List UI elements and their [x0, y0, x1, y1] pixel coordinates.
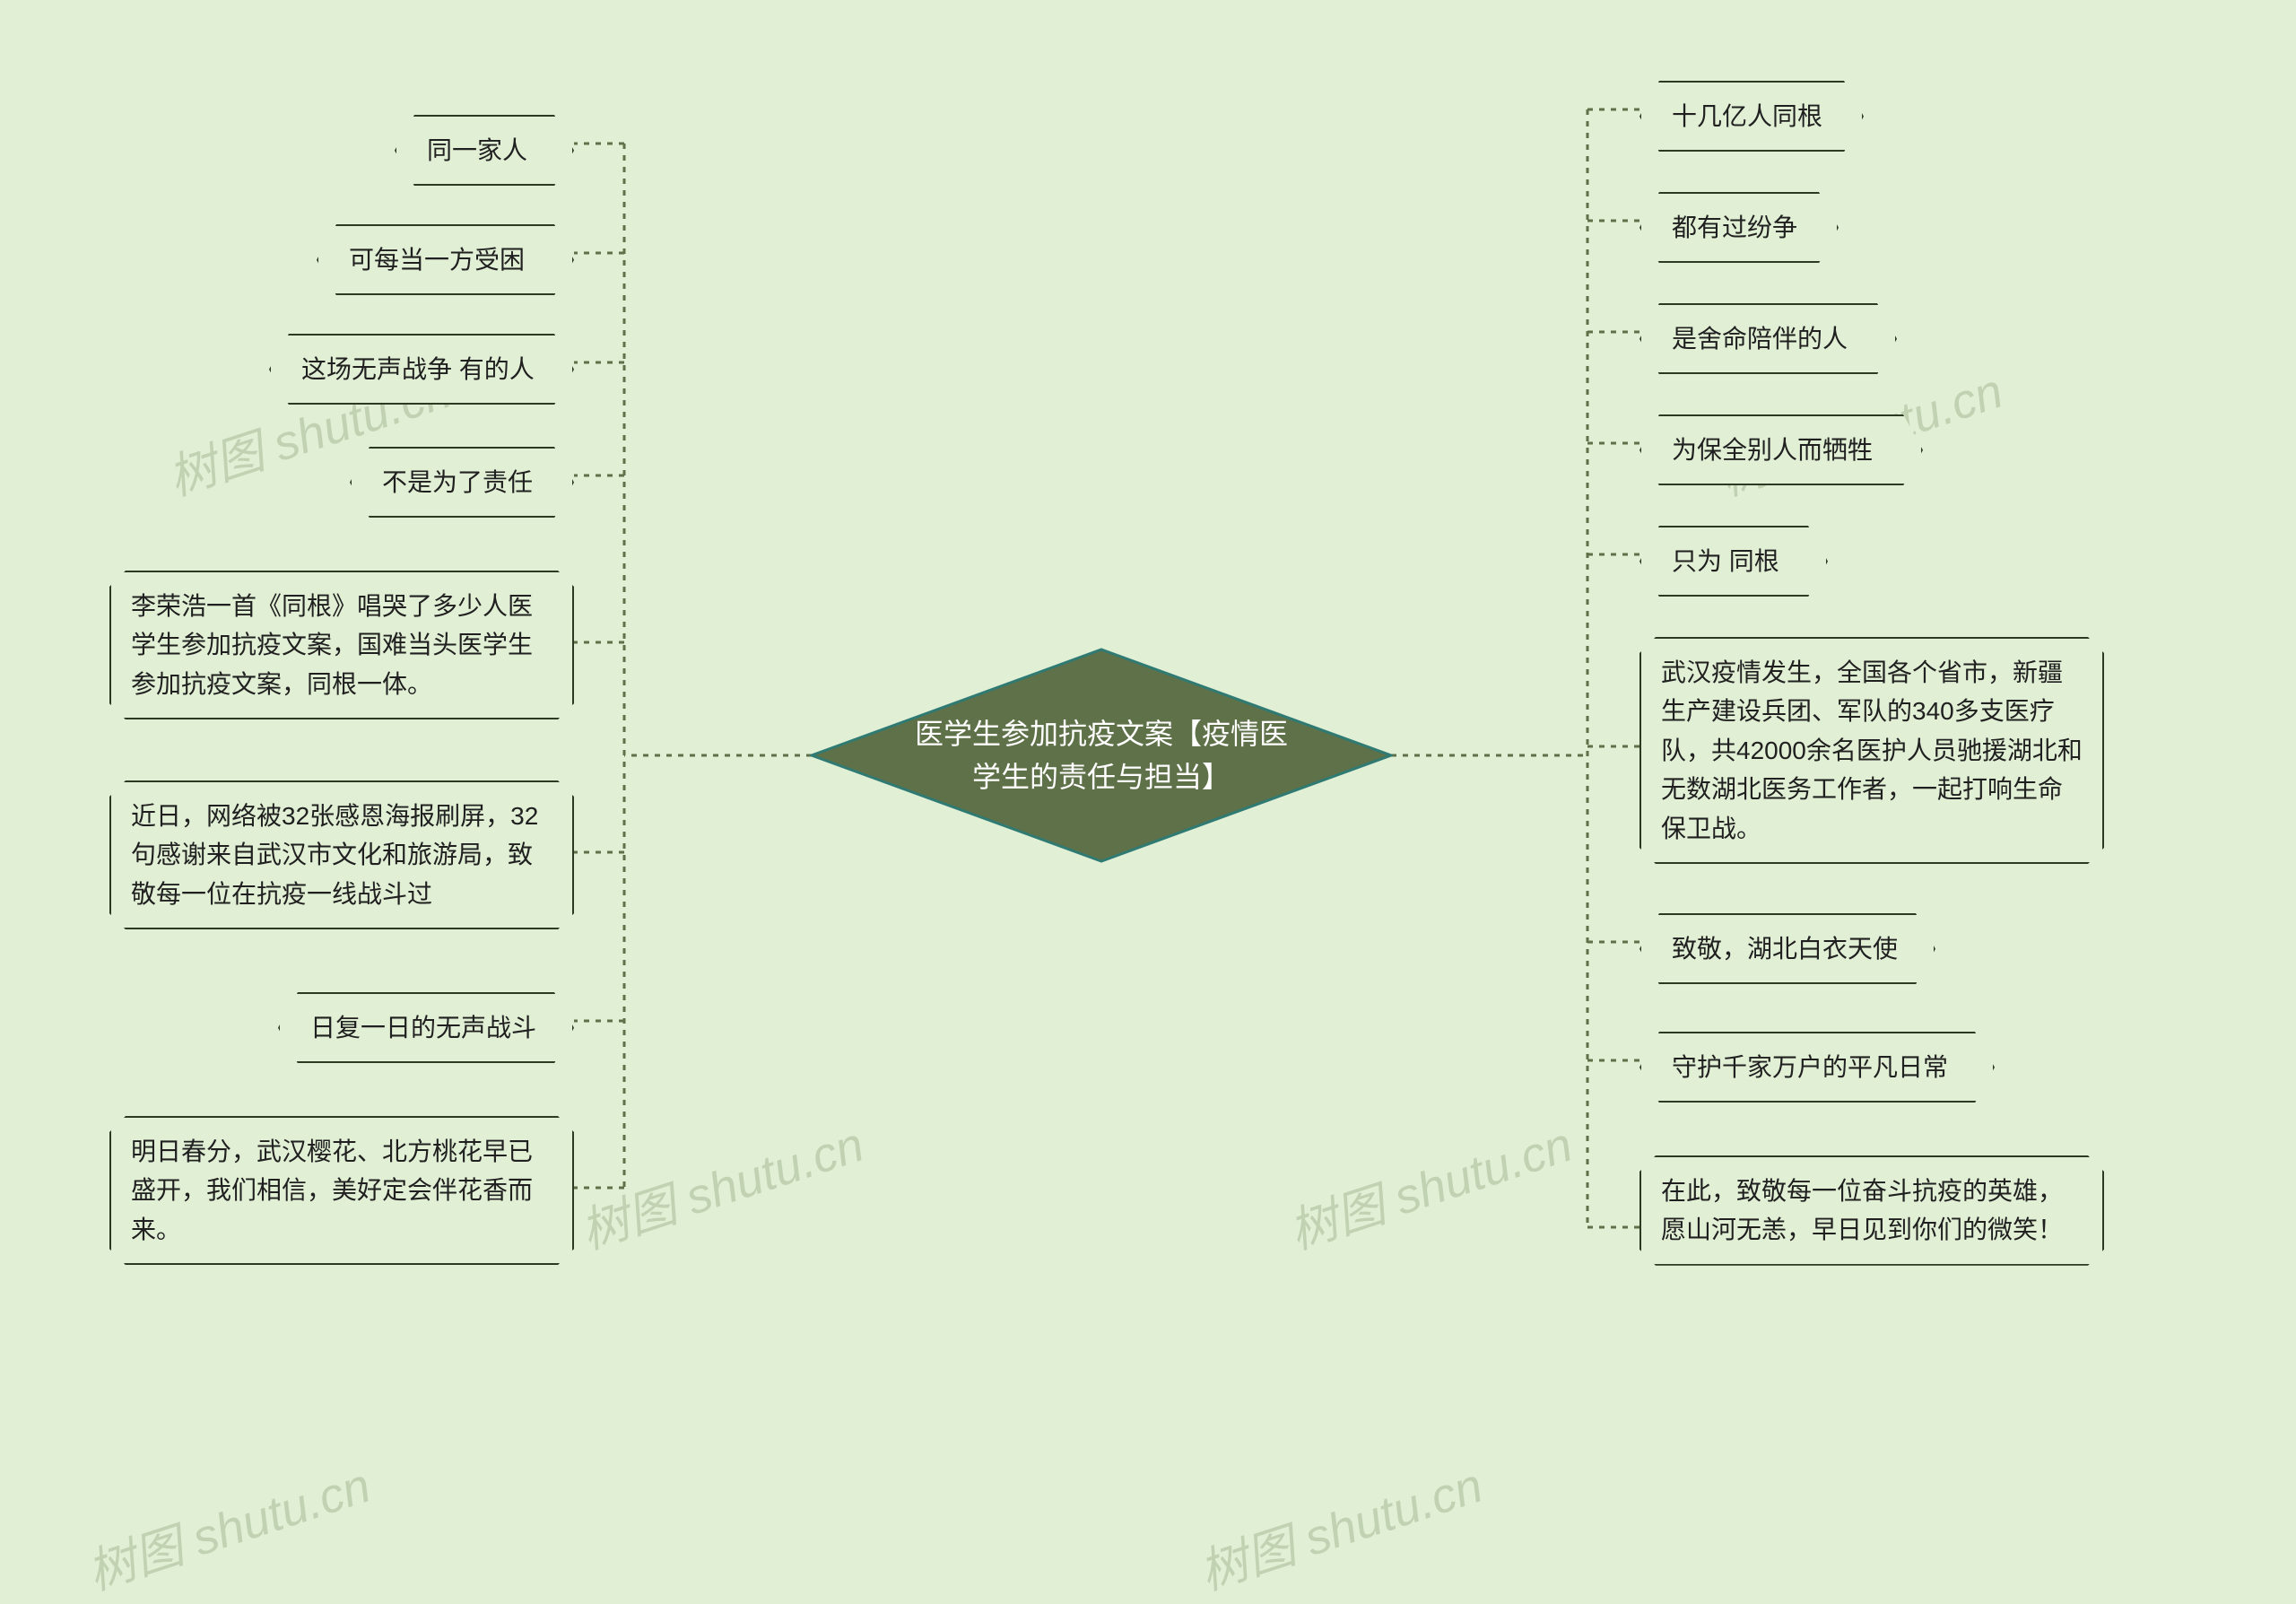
node-text: 明日春分，武汉樱花、北方桃花早已盛开，我们相信，美好定会伴花香而来。 [131, 1138, 533, 1243]
node-text: 可每当一方受困 [349, 246, 525, 274]
node-text: 守护千家万户的平凡日常 [1672, 1053, 1948, 1081]
watermark: 树图 shutu.cn [1279, 1104, 1580, 1262]
node-text: 武汉疫情发生，全国各个省市，新疆生产建设兵团、军队的340多支医疗队，共4200… [1661, 658, 2083, 842]
center-node: 医学生参加抗疫文案【疫情医学生的责任与担当】 [810, 648, 1393, 863]
right-node-9: 在此，致敬每一位奋斗抗疫的英雄，愿山河无恙，早日见到你们的微笑！ [1639, 1155, 2104, 1266]
left-node-2: 可每当一方受困 [317, 224, 574, 295]
left-node-5: 李荣浩一首《同根》唱哭了多少人医学生参加抗疫文案，国难当头医学生参加抗疫文案，同… [109, 571, 574, 719]
left-node-7: 日复一日的无声战斗 [278, 992, 574, 1063]
node-text: 日复一日的无声战斗 [310, 1014, 536, 1042]
node-text: 只为 同根 [1672, 547, 1779, 575]
left-node-4: 不是为了责任 [350, 447, 574, 518]
node-text: 为保全别人而牺牲 [1672, 436, 1873, 464]
right-node-4: 为保全别人而牺牲 [1639, 414, 1923, 485]
right-node-1: 十几亿人同根 [1639, 81, 1864, 152]
left-node-6: 近日，网络被32张感恩海报刷屏，32句感谢来自武汉市文化和旅游局，致敬每一位在抗… [109, 780, 574, 929]
left-node-3: 这场无声战争 有的人 [269, 334, 574, 405]
watermark: 树图 shutu.cn [570, 1104, 872, 1262]
center-title: 医学生参加抗疫文案【疫情医学生的责任与担当】 [909, 712, 1294, 798]
right-node-3: 是舍命陪伴的人 [1639, 303, 1897, 374]
node-text: 不是为了责任 [382, 468, 533, 496]
left-node-8: 明日春分，武汉樱花、北方桃花早已盛开，我们相信，美好定会伴花香而来。 [109, 1116, 574, 1265]
right-node-8: 守护千家万户的平凡日常 [1639, 1032, 1995, 1103]
right-node-7: 致敬，湖北白衣天使 [1639, 913, 1935, 984]
right-node-6: 武汉疫情发生，全国各个省市，新疆生产建设兵团、军队的340多支医疗队，共4200… [1639, 637, 2104, 864]
node-text: 近日，网络被32张感恩海报刷屏，32句感谢来自武汉市文化和旅游局，致敬每一位在抗… [131, 802, 538, 908]
node-text: 十几亿人同根 [1672, 102, 1822, 130]
left-node-1: 同一家人 [395, 115, 574, 186]
node-text: 致敬，湖北白衣天使 [1672, 935, 1898, 963]
node-text: 都有过纷争 [1672, 214, 1797, 241]
node-text: 同一家人 [427, 136, 527, 164]
node-text: 是舍命陪伴的人 [1672, 325, 1848, 353]
node-text: 在此，致敬每一位奋斗抗疫的英雄，愿山河无恙，早日见到你们的微笑！ [1661, 1177, 2063, 1243]
node-text: 李荣浩一首《同根》唱哭了多少人医学生参加抗疫文案，国难当头医学生参加抗疫文案，同… [131, 592, 533, 698]
node-text: 这场无声战争 有的人 [301, 355, 535, 383]
right-node-2: 都有过纷争 [1639, 192, 1839, 263]
right-node-5: 只为 同根 [1639, 526, 1828, 597]
